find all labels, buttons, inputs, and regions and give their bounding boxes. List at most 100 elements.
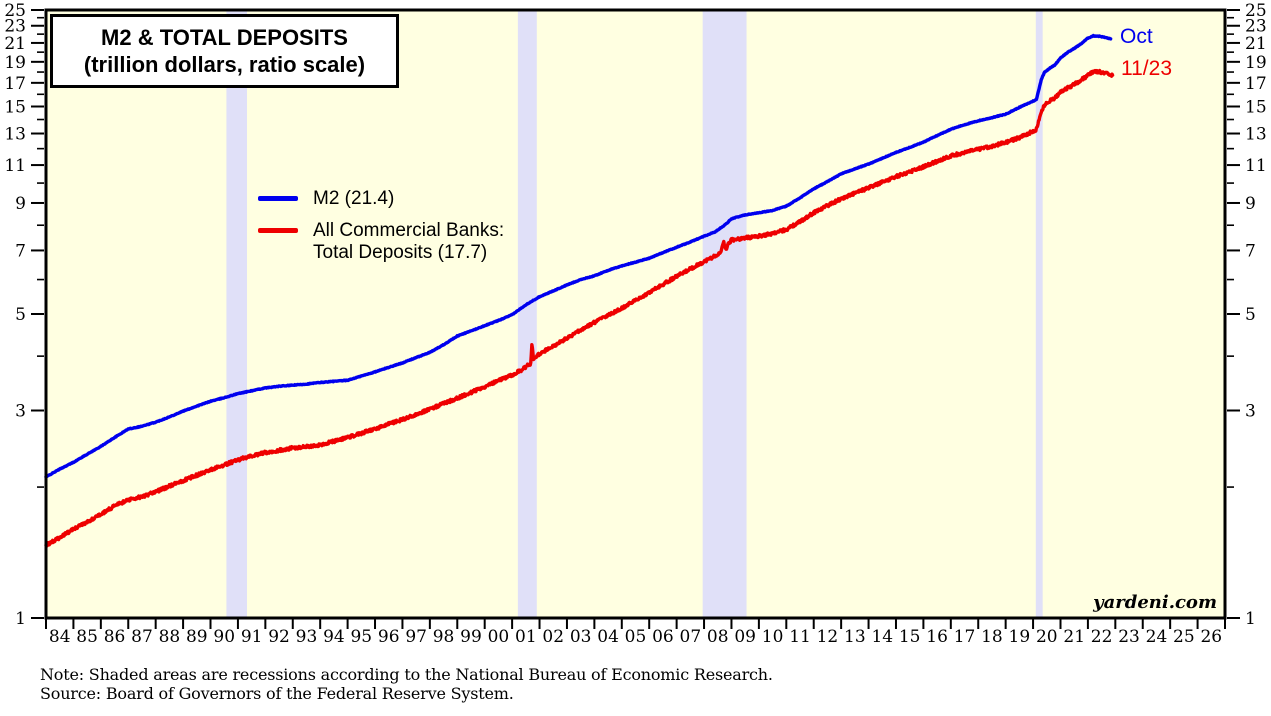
y-axis-label-left: 3: [15, 401, 26, 421]
deposits-end-label: 11/23: [1121, 57, 1172, 80]
x-axis-label: 13: [844, 627, 866, 647]
x-axis-label: 89: [186, 627, 208, 647]
x-axis-label: 04: [597, 627, 619, 647]
y-axis-label-right: 3: [1245, 401, 1256, 421]
x-axis-label: 18: [981, 627, 1003, 647]
y-axis-label-right: 25: [1245, 1, 1267, 21]
x-axis-label: 09: [734, 627, 756, 647]
legend-row-deposits: All Commercial Banks: Total Deposits (17…: [258, 220, 504, 264]
recession-band: [517, 10, 537, 618]
y-axis-label-right: 7: [1245, 241, 1256, 261]
y-axis-label-left: 5: [15, 305, 26, 325]
x-axis-label: 86: [104, 627, 126, 647]
x-axis-label: 06: [652, 627, 674, 647]
y-axis-label-left: 21: [4, 34, 26, 54]
x-axis-label: 20: [1036, 627, 1058, 647]
yardeni-watermark: yardeni.com: [1093, 592, 1217, 613]
x-axis-label: 07: [680, 627, 702, 647]
y-axis-label-right: 13: [1245, 125, 1267, 145]
m2-end-label: Oct: [1120, 25, 1153, 48]
x-axis-label: 85: [76, 627, 98, 647]
chart-footnotes: Note: Shaded areas are recessions accord…: [40, 665, 773, 703]
x-axis-label: 90: [213, 627, 235, 647]
x-axis-label: 94: [323, 627, 345, 647]
y-axis-label-right: 21: [1245, 34, 1267, 54]
x-axis-label: 12: [817, 627, 839, 647]
y-axis-label-right: 17: [1245, 74, 1267, 94]
chart-title-line1: M2 & TOTAL DEPOSITS: [101, 25, 348, 50]
deposits-line: [44, 68, 1115, 548]
x-axis-label: 05: [625, 627, 647, 647]
x-axis-label: 84: [49, 627, 71, 647]
recession-band: [226, 10, 247, 618]
deposits-line-swatch: [258, 228, 298, 233]
y-axis-label-left: 17: [4, 74, 26, 94]
deposits-legend-label: All Commercial Banks: Total Deposits (17…: [313, 220, 504, 264]
deposits-legend-line1: All Commercial Banks:: [313, 220, 505, 241]
y-axis-label-left: 9: [15, 194, 26, 214]
x-axis-label: 26: [1200, 627, 1222, 647]
data-lines: [44, 33, 1115, 548]
y-axis-label-right: 23: [1245, 17, 1267, 37]
x-axis-label: 93: [296, 627, 318, 647]
x-axis-label: 02: [542, 627, 564, 647]
x-axis-label: 11: [789, 627, 811, 647]
x-axis-ticks-and-labels: 84 85 86 87 88 89 90 91 92 93 94 95 96 97 98 99 00 01 02 03…: [45, 619, 1226, 647]
m2-line: [44, 33, 1113, 479]
x-axis-label: 00: [488, 627, 510, 647]
y-axis-label-left: 13: [4, 125, 26, 145]
deposits-legend-line2: Total Deposits (17.7): [313, 242, 488, 263]
y-axis-label-left: 1: [15, 609, 26, 629]
legend-row-m2: M2 (21.4): [258, 188, 504, 210]
x-axis-label: 92: [268, 627, 290, 647]
y-axis-label-left: 15: [4, 97, 26, 117]
x-axis-label: 17: [954, 627, 976, 647]
x-axis-label: 08: [707, 627, 729, 647]
source-line: Source: Board of Governors of the Federa…: [40, 683, 514, 703]
m2-legend-label: M2 (21.4): [313, 188, 395, 209]
x-axis-label: 88: [159, 627, 181, 647]
chart-title-box: M2 & TOTAL DEPOSITS (trillion dollars, r…: [50, 14, 399, 88]
recession-bands: [226, 10, 1043, 618]
y-axis-label-left: 25: [4, 1, 26, 21]
x-axis-label: 98: [433, 627, 455, 647]
x-axis-label: 22: [1091, 627, 1113, 647]
recession-band: [702, 10, 747, 618]
chart-title-line2: (trillion dollars, ratio scale): [83, 52, 366, 77]
x-axis-label: 96: [378, 627, 400, 647]
x-axis-label: 10: [762, 627, 784, 647]
x-axis-label: 91: [241, 627, 263, 647]
x-axis-label: 15: [899, 627, 921, 647]
y-axis-label-right: 15: [1245, 97, 1267, 117]
x-axis-label: 19: [1009, 627, 1031, 647]
x-axis-label: 97: [405, 627, 427, 647]
x-axis-label: 87: [131, 627, 153, 647]
y-axis-label-left: 11: [4, 156, 26, 176]
x-axis-label: 99: [460, 627, 482, 647]
x-axis-label: 23: [1118, 627, 1140, 647]
recession-band: [1035, 10, 1043, 618]
y-axis-label-right: 5: [1245, 305, 1256, 325]
note-line: Note: Shaded areas are recessions accord…: [40, 665, 773, 684]
y-axis-label-left: 19: [4, 53, 26, 73]
x-axis-label: 01: [515, 627, 537, 647]
x-axis-label: 14: [871, 627, 893, 647]
x-axis-label: 24: [1146, 627, 1168, 647]
x-axis-label: 95: [350, 627, 372, 647]
chart-legend: M2 (21.4) All Commercial Banks: Total De…: [258, 188, 504, 274]
y-axis-label-left: 7: [15, 241, 26, 261]
x-axis-label: 21: [1063, 627, 1085, 647]
x-axis-label: 16: [926, 627, 948, 647]
y-axis-label-right: 11: [1245, 156, 1267, 176]
y-axis-label-right: 1: [1245, 609, 1256, 629]
plot-border: [44, 8, 1227, 620]
y-axis-label-right: 19: [1245, 53, 1267, 73]
y-axis-label-right: 9: [1245, 194, 1256, 214]
x-axis-label: 03: [570, 627, 592, 647]
x-axis-label: 25: [1173, 627, 1195, 647]
y-axis-label-left: 23: [4, 17, 26, 37]
m2-line-swatch: [258, 196, 298, 201]
